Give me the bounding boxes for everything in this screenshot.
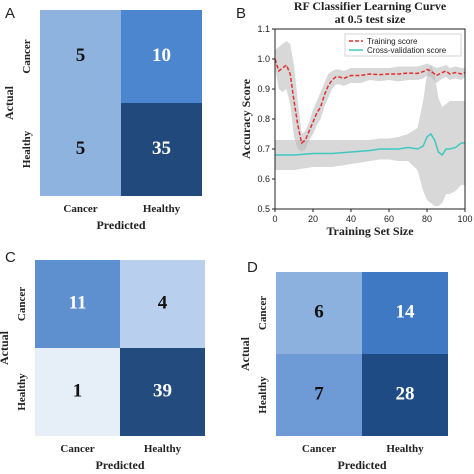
row-tick-label: Healthy — [21, 130, 33, 168]
cm-value: 11 — [69, 292, 87, 313]
col-tick-label: Healthy — [144, 443, 182, 455]
cm-value: 4 — [158, 292, 168, 313]
cm-value: 10 — [152, 45, 171, 66]
y-tick-label: 0.5 — [257, 204, 270, 214]
confidence-band — [275, 41, 465, 152]
y-tick-label: 1.0 — [257, 54, 270, 64]
cm-cell — [40, 103, 121, 196]
row-tick-label: Cancer — [257, 296, 269, 330]
cm-cell — [121, 10, 202, 103]
x-axis-label: Predicted — [96, 218, 145, 232]
x-tick-label: 60 — [384, 214, 394, 224]
y-tick-label: 0.6 — [257, 174, 270, 184]
cm-value: 7 — [314, 383, 324, 404]
cm-value: 5 — [76, 138, 86, 159]
cm-cell — [35, 260, 120, 348]
x-tick-label: 80 — [422, 214, 432, 224]
legend-entry: Cross-validation score — [367, 46, 447, 55]
confusion-matrix-a: 5 10 5 35 Cancer Healthy Cancer Healthy Actual Pr… — [2, 10, 202, 232]
col-tick-label: Healthy — [386, 443, 424, 455]
y-tick-label: 0.9 — [257, 84, 270, 94]
x-tick-label: 40 — [346, 214, 356, 224]
x-tick-label: 0 — [272, 214, 277, 224]
panel-label-a: A — [5, 5, 15, 22]
x-axis-label: Predicted — [95, 458, 144, 472]
series-line — [274, 58, 466, 145]
y-axis-label: Actual — [0, 330, 11, 365]
panel-label-d: D — [247, 259, 258, 276]
cm-cell — [120, 260, 205, 348]
cm-cell — [40, 10, 121, 103]
cm-value: 6 — [314, 301, 324, 322]
cm-value: 14 — [396, 301, 416, 322]
col-tick-label: Cancer — [302, 443, 336, 455]
cm-value: 5 — [76, 45, 86, 66]
col-tick-label: Healthy — [143, 203, 181, 215]
cm-value: 1 — [73, 380, 83, 401]
row-tick-label: Cancer — [16, 287, 28, 321]
chart-title: RF Classifier Learning Curve — [294, 0, 447, 13]
legend-entry: Training score — [367, 37, 418, 46]
x-axis-label: Training Set Size — [326, 224, 414, 238]
y-tick-label: 1.1 — [257, 24, 270, 34]
y-axis-label: Accuracy Score — [239, 78, 253, 159]
series-line — [275, 132, 465, 157]
cm-cell — [276, 272, 362, 354]
y-axis-label: Actual — [2, 85, 16, 120]
cm-value: 39 — [153, 380, 172, 401]
chart-subtitle: at 0.5 test size — [335, 12, 406, 26]
row-tick-label: Healthy — [16, 373, 28, 411]
confusion-matrix-c: 11 4 1 39 Cancer Healthy Cancer Healthy Actual Pr… — [0, 260, 205, 472]
y-axis-label: Actual — [238, 336, 252, 371]
cm-cell — [35, 348, 120, 436]
cm-cell — [121, 103, 202, 196]
col-tick-label: Cancer — [60, 443, 94, 455]
panel-label-b: B — [236, 5, 246, 22]
x-axis-label: Predicted — [337, 458, 386, 472]
cm-cell — [362, 272, 448, 354]
cm-cell — [276, 354, 362, 436]
x-tick-label: 100 — [457, 214, 472, 224]
legend-box — [344, 33, 462, 57]
row-tick-label: Cancer — [21, 39, 33, 73]
y-tick-label: 0.7 — [257, 144, 270, 154]
y-tick-label: 0.8 — [257, 114, 270, 124]
confidence-band — [275, 65, 465, 206]
confusion-matrix-d: 6 14 7 28 Cancer Healthy Cancer Healthy Actual Pr… — [238, 272, 448, 472]
cm-cell — [120, 348, 205, 436]
cm-value: 35 — [152, 138, 171, 159]
row-tick-label: Healthy — [257, 376, 269, 414]
x-tick-label: 20 — [308, 214, 318, 224]
cm-cell — [362, 354, 448, 436]
col-tick-label: Cancer — [63, 203, 97, 215]
panel-label-c: C — [5, 249, 16, 266]
cm-value: 28 — [396, 383, 415, 404]
